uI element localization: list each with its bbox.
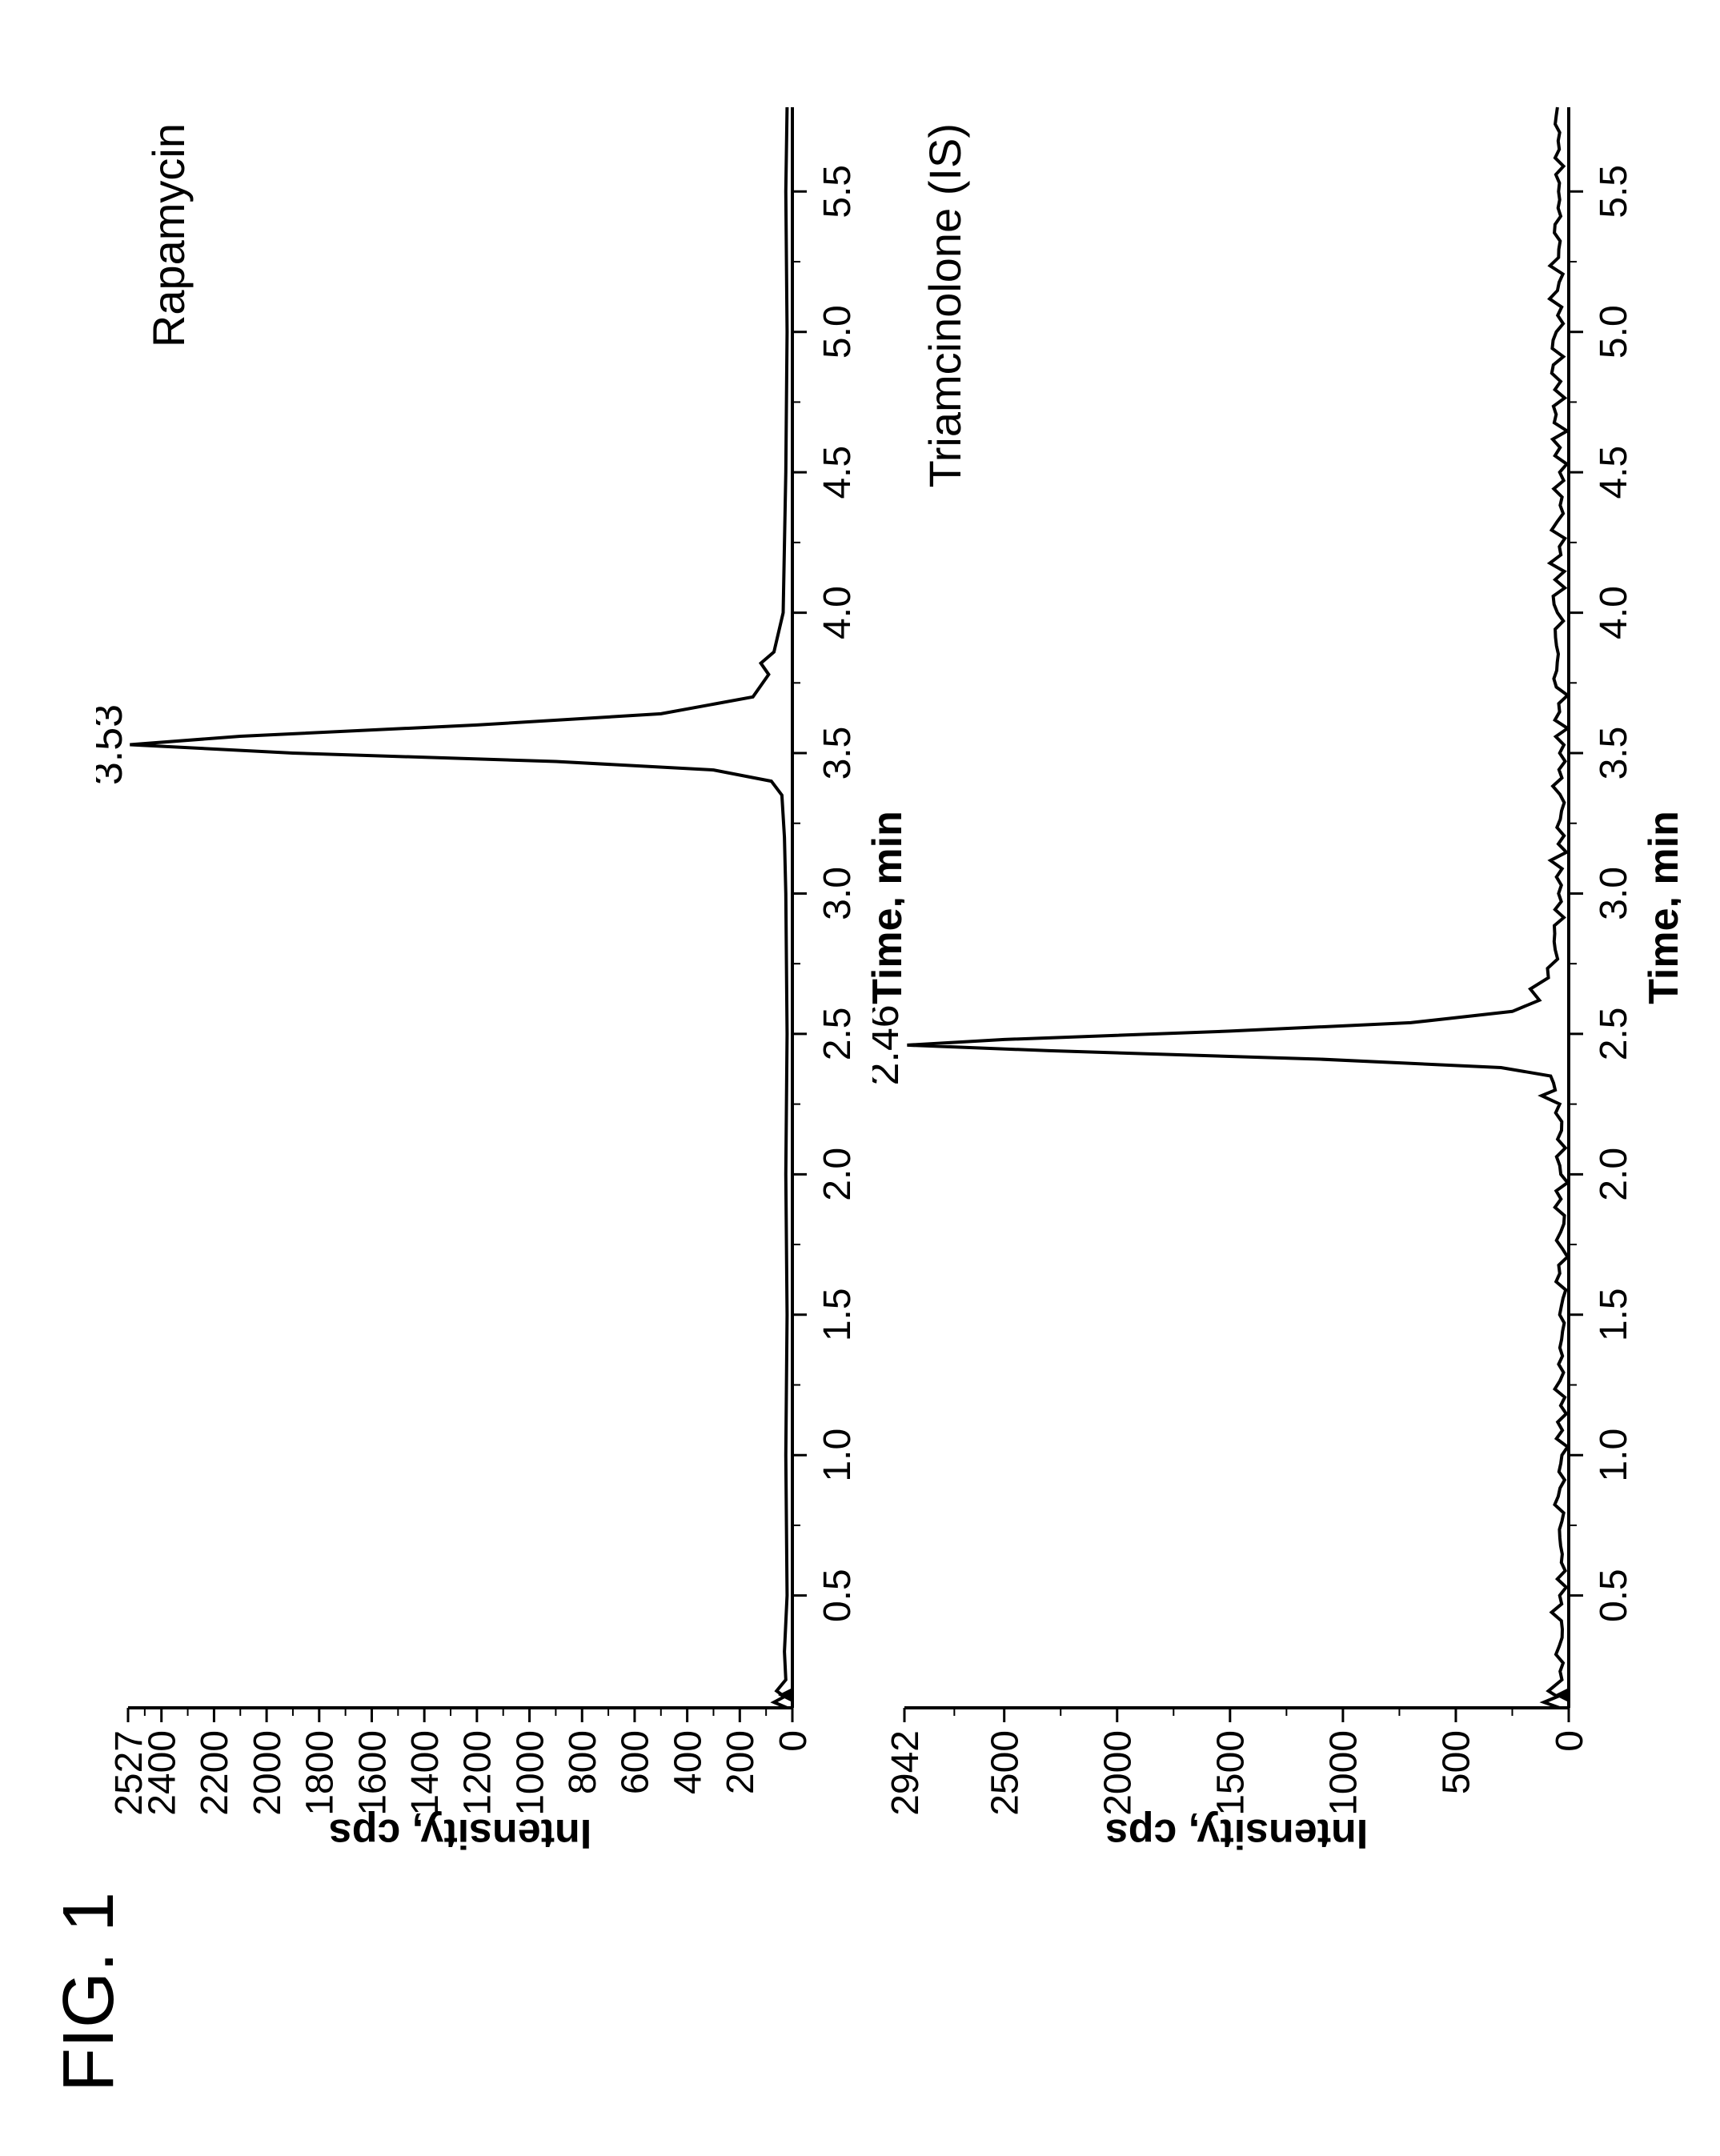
figure-label: FIG. 1	[48, 1892, 130, 2092]
peak-retention-label: 3.53	[96, 704, 131, 785]
x-tick-label: 5.0	[1593, 305, 1635, 359]
x-axis-title: Time, min	[1641, 811, 1681, 1004]
y-tick-label: 2000	[247, 1730, 289, 1816]
x-tick-label: 0.5	[1593, 1569, 1635, 1622]
y-tick-label: 1200	[457, 1730, 499, 1816]
compound-label: Triamcinolone (IS)	[920, 123, 970, 487]
y-tick-label: 400	[667, 1730, 709, 1794]
x-tick-label: 3.5	[1593, 727, 1635, 780]
y-tick-label: 0	[772, 1730, 815, 1752]
y-axis-title: Intensity, cps	[329, 1810, 591, 1857]
y-tick-label: 200	[720, 1730, 762, 1794]
x-tick-label: 2.5	[1593, 1008, 1635, 1061]
x-tick-label: 3.0	[816, 867, 859, 920]
x-tick-label: 4.0	[1593, 586, 1635, 639]
x-tick-label: 1.5	[1593, 1288, 1635, 1341]
y-tick-label: 2942	[884, 1730, 927, 1816]
y-tick-label: 1000	[509, 1730, 551, 1816]
y-tick-label: 1600	[351, 1730, 394, 1816]
compound-label: Rapamycin	[143, 123, 194, 347]
y-tick-label: 1000	[1323, 1730, 1365, 1816]
x-tick-label: 5.5	[1593, 165, 1635, 218]
y-tick-label: 1500	[1210, 1730, 1253, 1816]
y-tick-label: 1800	[299, 1730, 342, 1816]
x-tick-label: 4.0	[816, 586, 859, 639]
x-tick-label: 2.0	[1593, 1148, 1635, 1201]
y-tick-label: 600	[615, 1730, 657, 1794]
y-tick-label: 2000	[1097, 1730, 1140, 1816]
x-tick-label: 3.0	[1593, 867, 1635, 920]
y-tick-label: 2200	[194, 1730, 236, 1816]
y-tick-label: 2500	[984, 1730, 1026, 1816]
y-tick-label: 2527	[108, 1730, 150, 1816]
x-tick-label: 4.5	[1593, 446, 1635, 499]
x-tick-label: 0.5	[816, 1569, 859, 1622]
y-tick-label: 1400	[404, 1730, 447, 1816]
x-tick-label: 2.5	[816, 1008, 859, 1061]
x-tick-label: 2.0	[816, 1148, 859, 1201]
peak-retention-label: 2.46	[872, 1004, 908, 1085]
x-tick-label: 1.5	[816, 1288, 859, 1341]
x-tick-label: 4.5	[816, 446, 859, 499]
chromatogram-trace	[907, 107, 1567, 1708]
x-tick-label: 3.5	[816, 727, 859, 780]
page: FIG. 1 0.5 1.0 1.5 2.0 2.5 3.0 3.5 4.0 4.5 5.0 5.5…	[0, 0, 1720, 2156]
x-tick-label: 1.0	[1593, 1429, 1635, 1482]
x-tick-label: 5.0	[816, 305, 859, 359]
rotated-canvas: FIG. 1 0.5 1.0 1.5 2.0 2.5 3.0 3.5 4.0 4.5 5.0 5.5…	[0, 0, 1720, 2156]
y-axis-title: Intensity, cps	[1105, 1810, 1368, 1857]
chromatogram-trace	[130, 107, 787, 1708]
y-tick-label: 800	[562, 1730, 604, 1794]
origin-marker-icon	[1554, 1688, 1569, 1702]
x-tick-label: 5.5	[816, 165, 859, 218]
y-tick-label: 0	[1549, 1730, 1591, 1752]
y-tick-label: 500	[1436, 1730, 1478, 1794]
x-tick-label: 1.0	[816, 1429, 859, 1482]
